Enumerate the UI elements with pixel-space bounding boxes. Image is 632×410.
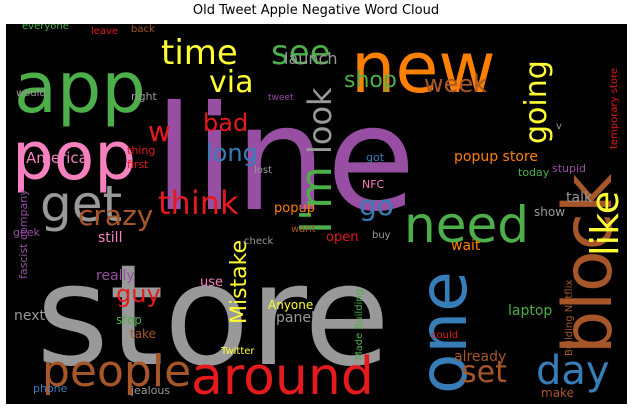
word-first: first <box>127 158 149 171</box>
word-use: use <box>200 275 223 290</box>
word-really: really <box>96 268 135 284</box>
word-tweet: tweet <box>268 93 294 103</box>
word-right: right <box>131 90 158 103</box>
word-take: take <box>130 327 156 341</box>
word-lost: lost <box>254 165 272 176</box>
word-long: long <box>206 139 258 167</box>
word-go: go <box>359 189 394 222</box>
word-back: back <box>131 24 155 35</box>
word-leave: leave <box>91 26 118 37</box>
word-wait: wait <box>451 238 481 254</box>
word-already: already <box>454 349 506 365</box>
word-got: got <box>366 151 385 164</box>
word-check: check <box>244 236 273 247</box>
chart-title: Old Tweet Apple Negative Word Cloud <box>192 3 440 18</box>
word-buy: buy <box>372 230 391 241</box>
word-i-m: I'm <box>291 166 342 234</box>
word-like: like <box>583 191 627 256</box>
word-phone: phone <box>33 382 68 395</box>
word-w: w <box>148 115 171 148</box>
word-shop: shop <box>344 68 397 93</box>
word-twitter: Twitter <box>220 346 255 357</box>
word-people: people <box>42 346 191 397</box>
word-america: America <box>26 149 88 167</box>
word-bad: bad <box>203 109 248 137</box>
word-anyone: Anyone <box>268 298 313 312</box>
word-show: show <box>534 205 565 219</box>
word-nfc: NFC <box>362 178 385 191</box>
word-thing: thing <box>127 144 155 157</box>
word-block: block <box>549 173 627 354</box>
word-via: via <box>209 65 253 100</box>
word-get: get <box>40 175 122 233</box>
word-panel: panel <box>276 310 315 326</box>
word-next: next <box>14 308 46 324</box>
word-guy: guy <box>116 280 161 308</box>
word-would: would <box>16 88 46 99</box>
word-pop: pop <box>12 118 136 195</box>
word-popup-store: popup store <box>454 149 538 165</box>
word-cloud-canvas: store line new app pop block one around get need p… <box>6 24 627 404</box>
word-around: around <box>191 347 374 404</box>
word-look: look <box>301 87 339 154</box>
word-think: think <box>158 184 239 222</box>
word-made-building: Made Building <box>354 289 365 360</box>
word-app: app <box>14 47 146 129</box>
word-one: one <box>405 271 482 394</box>
word-set: set <box>461 355 507 390</box>
word-geek: geek <box>13 226 41 239</box>
word-mistake: Mistake <box>227 240 252 324</box>
word-v: v <box>556 121 562 132</box>
word-temporary-store: temporary store <box>609 68 620 149</box>
word-could: could <box>431 330 458 341</box>
word-stupid: stupid <box>552 162 586 175</box>
word-crazy: crazy <box>78 199 153 232</box>
word-jealous: jealous <box>130 384 170 397</box>
word-store: store <box>36 235 390 398</box>
word-today: today <box>518 166 550 179</box>
word-need: need <box>404 196 529 254</box>
word-going: going <box>519 60 554 144</box>
word-fascist-company: fascist company <box>17 189 30 279</box>
word-make: make <box>541 386 574 400</box>
word-still: still <box>98 230 122 246</box>
word-popup: popup <box>274 201 315 216</box>
word-everyone: everyone <box>22 24 69 32</box>
word-building-netflix: Building Netflix <box>564 280 575 356</box>
cloud-background <box>6 24 627 404</box>
word-new: new <box>351 27 496 109</box>
word-want: want <box>291 224 316 235</box>
word-stop: stop <box>116 313 142 327</box>
word-launch: launch <box>284 49 337 68</box>
word-see: see <box>271 33 331 73</box>
word-week: week <box>424 70 487 98</box>
word-laptop: laptop <box>508 303 552 319</box>
word-time: time <box>161 33 238 73</box>
word-line: line <box>154 75 416 244</box>
word-day: day <box>536 348 610 394</box>
word-open: open <box>326 230 358 245</box>
word-talk: talk <box>566 190 593 206</box>
